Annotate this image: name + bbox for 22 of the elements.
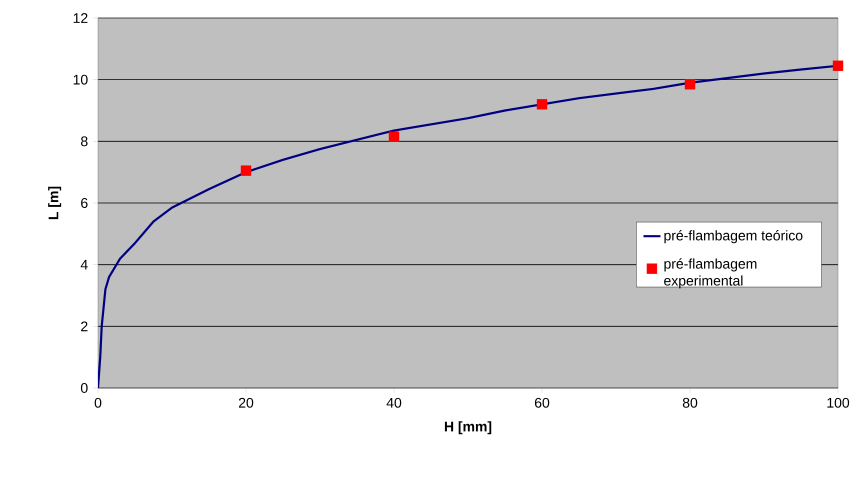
- x-tick-label: 100: [827, 398, 850, 408]
- y-tick-label: 12: [74, 13, 88, 23]
- y-tick-label: 2: [81, 321, 88, 332]
- y-tick-label: 10: [74, 74, 88, 85]
- y-tick-label: 6: [81, 198, 88, 208]
- x-tick-label: 20: [238, 398, 254, 408]
- y-tick-label: 0: [80, 383, 88, 393]
- y-tick-label: 4: [80, 260, 88, 270]
- x-axis-title: H [mm]: [444, 421, 492, 434]
- point: [240, 165, 252, 176]
- point: [536, 99, 548, 110]
- point: [832, 60, 844, 71]
- x-tick-label: 80: [682, 398, 698, 408]
- point: [684, 79, 696, 90]
- y-tick-label: 8: [81, 136, 88, 146]
- point: [388, 132, 400, 142]
- legend-label: pré-flambagem teórico: [664, 230, 802, 244]
- x-tick-label: 40: [386, 398, 402, 408]
- y-axis-title: L [m]: [48, 186, 62, 220]
- x-tick-label: 0: [94, 398, 102, 408]
- legend-label: pré-flambagem experimental: [664, 258, 756, 288]
- x-tick-label: 60: [534, 398, 550, 408]
